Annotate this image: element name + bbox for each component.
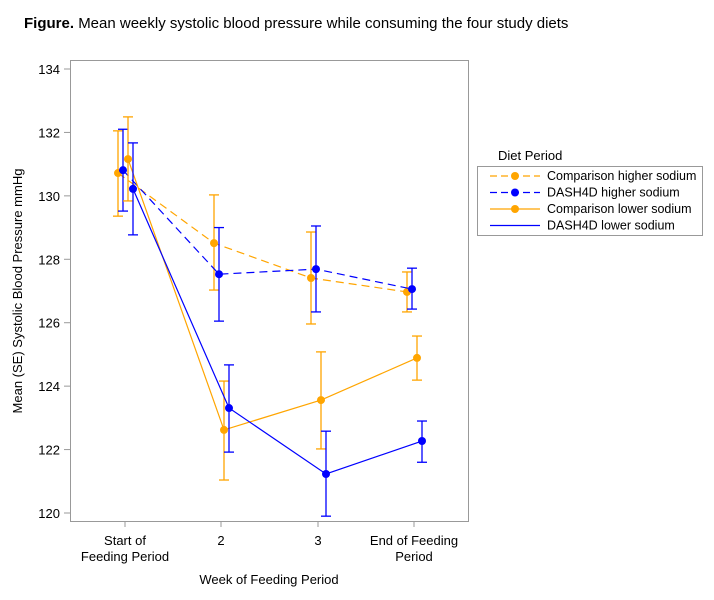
data-point bbox=[210, 239, 218, 248]
legend-marker bbox=[511, 172, 519, 180]
y-tick-label: 134 bbox=[38, 62, 60, 77]
y-tick-label: 132 bbox=[38, 125, 60, 140]
y-tick-label: 126 bbox=[38, 316, 60, 331]
figure-title: Figure. Mean weekly systolic blood press… bbox=[24, 15, 568, 32]
series-line bbox=[127, 158, 418, 431]
data-point bbox=[317, 396, 325, 405]
data-point bbox=[215, 270, 223, 279]
x-tick-label: End of Feeding Period bbox=[370, 533, 458, 564]
data-point bbox=[322, 469, 330, 478]
data-point bbox=[225, 404, 233, 413]
y-tick-label: 130 bbox=[38, 189, 60, 204]
legend-title: Diet Period bbox=[498, 148, 562, 163]
x-tick-label-line: Start of bbox=[104, 533, 146, 548]
y-axis-label: Mean (SE) Systolic Blood Pressure mmHg bbox=[10, 169, 25, 414]
series-line bbox=[132, 188, 423, 475]
data-point bbox=[119, 166, 127, 175]
data-point bbox=[413, 353, 421, 362]
data-point bbox=[307, 273, 315, 282]
x-tick-label-line: Period bbox=[395, 549, 433, 564]
y-tick-label: 120 bbox=[38, 506, 60, 521]
plot-frame bbox=[70, 60, 469, 522]
x-tick-label-line: 3 bbox=[314, 533, 321, 548]
x-tick-label: 3 bbox=[314, 533, 321, 548]
legend-box bbox=[477, 166, 703, 236]
data-point bbox=[129, 184, 137, 193]
legend-marker bbox=[511, 205, 519, 213]
series-dash4d-lower-sodium bbox=[128, 142, 427, 517]
title-prefix: Figure. bbox=[24, 15, 75, 32]
series-line bbox=[122, 169, 413, 290]
legend-marker bbox=[511, 188, 519, 197]
x-axis-label: Week of Feeding Period bbox=[199, 572, 338, 587]
legend-label: DASH4D lower sodium bbox=[547, 219, 675, 233]
x-tick-label-line: Feeding Period bbox=[81, 549, 169, 564]
data-point bbox=[418, 437, 426, 446]
legend-label: Comparison lower sodium bbox=[547, 202, 692, 216]
y-tick-label: 124 bbox=[38, 379, 60, 394]
y-tick-label: 128 bbox=[38, 252, 60, 267]
title-text: Mean weekly systolic blood pressure whil… bbox=[78, 15, 569, 32]
x-tick-label-line: 2 bbox=[217, 533, 224, 548]
y-tick-label: 122 bbox=[38, 443, 60, 458]
series-line bbox=[117, 172, 408, 293]
data-point bbox=[408, 285, 416, 294]
data-point bbox=[124, 155, 132, 164]
series-dash4d-higher-sodium bbox=[118, 128, 417, 322]
data-point bbox=[220, 425, 228, 434]
data-point bbox=[312, 265, 320, 274]
x-tick-label: Start of Feeding Period bbox=[81, 533, 169, 564]
legend: Diet Period Comparison higher sodium DASH… bbox=[477, 148, 703, 236]
x-tick-label-line: End of Feeding bbox=[370, 533, 458, 548]
series-comparison-lower-sodium bbox=[123, 116, 422, 481]
legend-label: Comparison higher sodium bbox=[547, 169, 696, 183]
legend-label: DASH4D higher sodium bbox=[547, 186, 680, 200]
x-tick-label: 2 bbox=[217, 533, 224, 548]
series-comparison-higher-sodium bbox=[113, 130, 412, 325]
